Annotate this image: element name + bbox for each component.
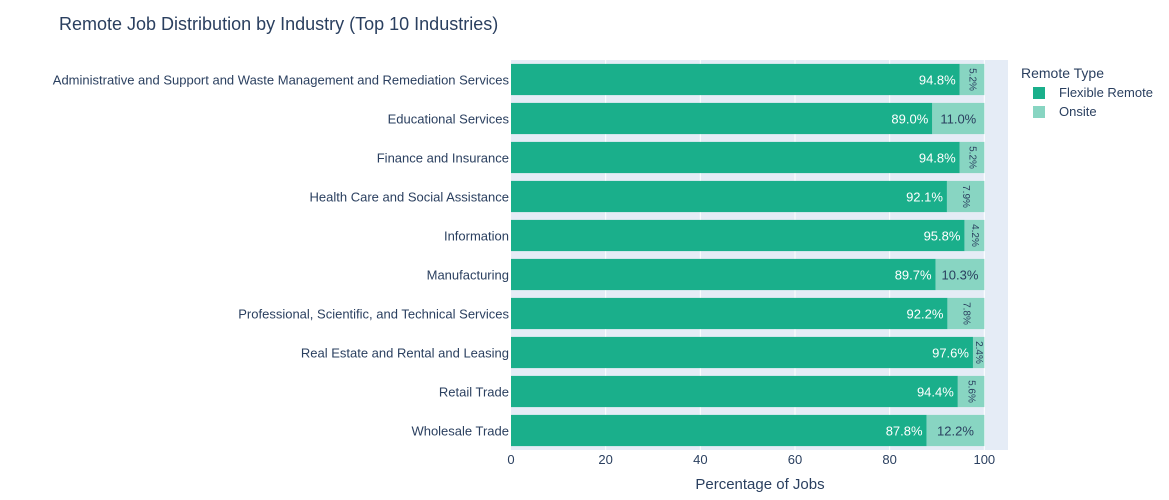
bar-onsite [935, 258, 985, 291]
category-label: Retail Trade [439, 385, 509, 400]
bar-onsite [964, 219, 985, 252]
bar-flexible-remote [511, 375, 958, 408]
bar-value-label: 10.3% [942, 268, 979, 283]
bar-flexible-remote [511, 102, 933, 135]
category-label: Information [444, 229, 509, 244]
bar-value-label: 94.8% [919, 151, 956, 166]
bar-flexible-remote [511, 258, 936, 291]
legend-swatch [1033, 106, 1045, 118]
bar-value-label: 92.1% [906, 190, 943, 205]
legend-swatch [1033, 87, 1045, 99]
bar-flexible-remote [511, 63, 960, 96]
bar-onsite [932, 102, 985, 135]
category-label: Wholesale Trade [411, 424, 509, 439]
bar-value-label: 94.4% [917, 385, 954, 400]
bar-onsite [959, 63, 985, 96]
bar-value-label: 7.9% [960, 185, 971, 208]
category-label: Manufacturing [427, 268, 509, 283]
x-tick-label: 20 [598, 452, 612, 467]
legend-item-label: Flexible Remote [1059, 85, 1153, 100]
x-tick-label: 100 [973, 452, 995, 467]
legend-item-label: Onsite [1059, 104, 1097, 119]
bar-onsite [957, 375, 985, 408]
category-label: Finance and Insurance [377, 151, 509, 166]
bar-value-label: 89.7% [895, 268, 932, 283]
bar-onsite [959, 141, 985, 174]
category-label: Educational Services [388, 112, 510, 127]
x-tick-label: 80 [882, 452, 896, 467]
chart-title: Remote Job Distribution by Industry (Top… [59, 14, 498, 34]
bar-value-label: 5.2% [967, 68, 978, 91]
bar-value-label: 87.8% [886, 424, 923, 439]
legend-title: Remote Type [1021, 65, 1104, 81]
bar-value-label: 11.0% [940, 112, 976, 127]
bar-onsite [972, 336, 985, 369]
x-axis-title: Percentage of Jobs [695, 476, 824, 493]
bar-onsite [946, 180, 985, 213]
bar-value-label: 7.8% [960, 302, 971, 325]
bar-value-label: 95.8% [924, 229, 961, 244]
bar-flexible-remote [511, 180, 947, 213]
bar-value-label: 2.4% [973, 341, 984, 364]
bar-value-label: 92.2% [907, 307, 944, 322]
bar-flexible-remote [511, 141, 960, 174]
bar-flexible-remote [511, 336, 973, 369]
bar-flexible-remote [511, 414, 927, 447]
category-label: Professional, Scientific, and Technical … [238, 307, 509, 322]
bar-value-label: 94.8% [919, 73, 956, 88]
bar-onsite [947, 297, 985, 330]
bar-value-label: 97.6% [932, 346, 969, 361]
bar-onsite [926, 414, 985, 447]
category-label: Administrative and Support and Waste Man… [53, 73, 510, 88]
bar-value-label: 5.6% [966, 380, 977, 403]
x-tick-label: 40 [693, 452, 707, 467]
bar-value-label: 4.2% [969, 224, 980, 247]
bar-flexible-remote [511, 297, 948, 330]
bar-value-label: 89.0% [891, 112, 928, 127]
x-tick-label: 60 [788, 452, 802, 467]
category-label: Real Estate and Rental and Leasing [301, 346, 509, 361]
legend: Remote Type Flexible Remote Onsite [1021, 65, 1153, 119]
x-tick-label: 0 [507, 452, 514, 467]
bar-flexible-remote [511, 219, 965, 252]
category-label: Health Care and Social Assistance [310, 190, 509, 205]
bar-value-label: 5.2% [967, 146, 978, 169]
bar-value-label: 12.2% [937, 424, 974, 439]
